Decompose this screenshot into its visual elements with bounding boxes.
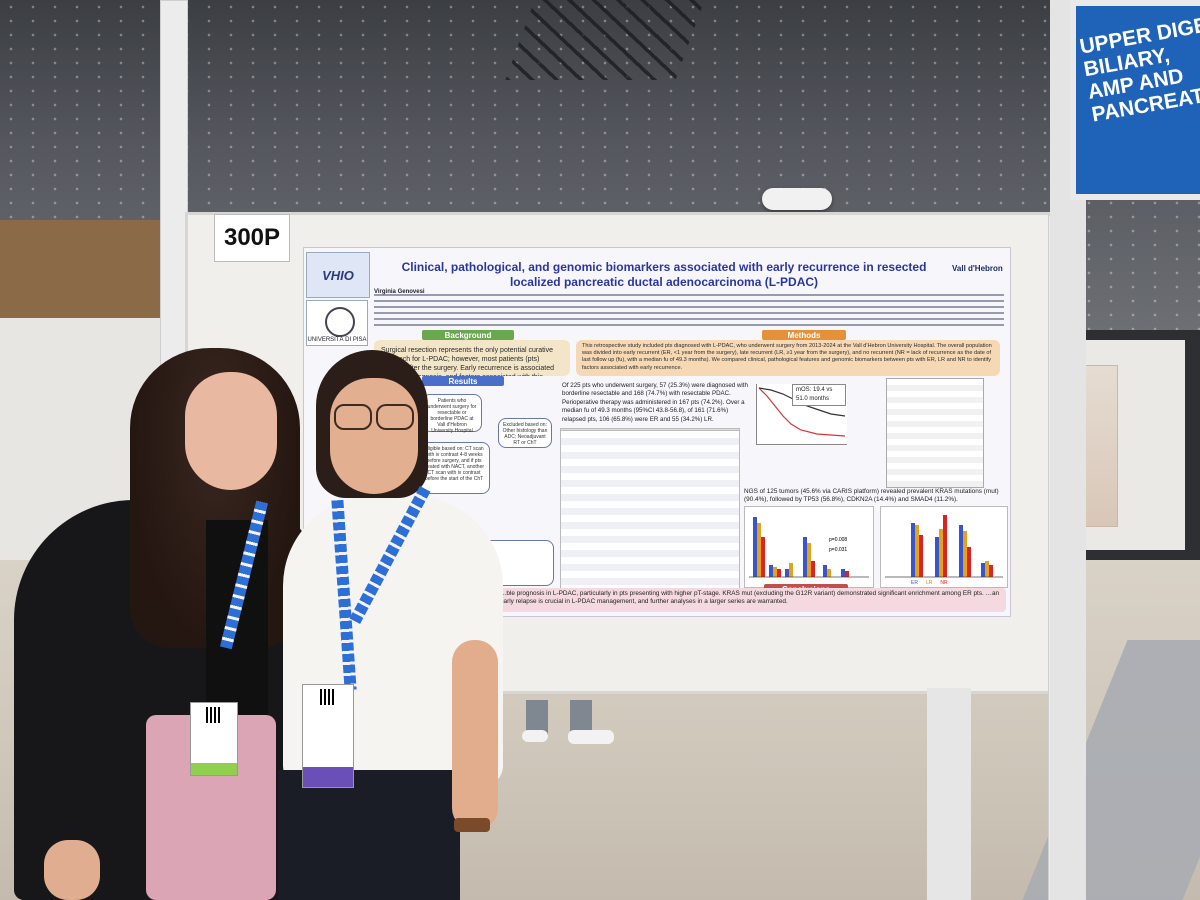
- methods-text: This retrospective study included pts di…: [576, 340, 1000, 376]
- kras-variant-chart: ER LR NR: [880, 506, 1008, 588]
- scientific-poster: VHIO UNIVERSITÀ DI PISA Clinical, pathol…: [303, 247, 1011, 617]
- badge-strip: [303, 767, 353, 787]
- passerby-shoe-right: [568, 730, 614, 744]
- conference-badge-left: [190, 702, 238, 776]
- multivariate-table: [886, 378, 984, 488]
- p-value-2: p=0.031: [829, 547, 848, 553]
- conference-badge-right: [302, 684, 354, 788]
- passerby-leg-left: [526, 700, 548, 736]
- mos-box: mOS: 19.4 vs 51.0 months: [792, 384, 846, 406]
- author-list: [374, 294, 1004, 330]
- poster-title: Clinical, pathological, and genomic biom…: [401, 260, 927, 289]
- session-sign: [1070, 0, 1200, 200]
- pisa-university-logo: UNIVERSITÀ DI PISA: [306, 300, 368, 346]
- board-number: 300P: [214, 214, 290, 262]
- flow-box-excluded: Excluded based on: Other histology than …: [498, 418, 552, 448]
- face-right: [330, 378, 418, 494]
- face-left: [185, 372, 277, 490]
- ngs-text: NGS of 125 tumors (45.6% via CARIS platf…: [744, 488, 999, 503]
- section-background-header: Background: [422, 330, 514, 340]
- characteristics-table: [560, 430, 740, 592]
- flow-box-eligible: Eligible based on: CT scan with iv contr…: [418, 442, 490, 494]
- passerby-leg-right: [570, 700, 592, 736]
- chart-legend: ER LR NR: [911, 580, 948, 586]
- legend-lr: LR: [925, 580, 933, 586]
- badge-strip: [191, 763, 237, 775]
- vhio-logo: VHIO: [306, 252, 370, 298]
- p-value-1: p=0.008: [829, 537, 848, 543]
- kras-bars: [885, 515, 1003, 578]
- arm-right: [452, 640, 498, 830]
- qr-code-icon: [320, 689, 336, 705]
- conclusion-text: …ble prognosis in L-PDAC, particularly i…: [494, 588, 1006, 612]
- gene-bars: [749, 517, 869, 578]
- wristwatch-icon: [454, 818, 490, 832]
- first-author: Virginia Genovesi: [374, 289, 425, 295]
- passerby-shoe-left: [522, 730, 548, 742]
- wooden-wall: [0, 220, 165, 330]
- glasses-icon: [334, 404, 414, 430]
- pisa-logo-text: UNIVERSITÀ DI PISA: [307, 337, 367, 343]
- board-leg: [927, 688, 971, 900]
- legend-er: ER: [911, 580, 918, 586]
- university-seal-icon: [325, 307, 355, 337]
- legend-nr: NR: [940, 580, 948, 586]
- hand-left: [44, 840, 100, 900]
- qr-code-icon: [206, 707, 222, 723]
- gene-mutation-chart: p=0.008 p=0.031: [744, 506, 874, 588]
- flow-box-patients: Patients who underwent surgery for resec…: [422, 394, 482, 434]
- results-text: Of 225 pts who underwent surgery, 57 (25…: [562, 382, 748, 423]
- ceiling-truss: [505, 0, 705, 80]
- vall-hebron-logo: Vall d'Hebron: [952, 264, 1003, 273]
- ceiling-sensor: [762, 188, 832, 210]
- navy-trousers: [278, 770, 460, 900]
- section-results-header: Results: [422, 376, 504, 386]
- section-methods-header: Methods: [762, 330, 846, 340]
